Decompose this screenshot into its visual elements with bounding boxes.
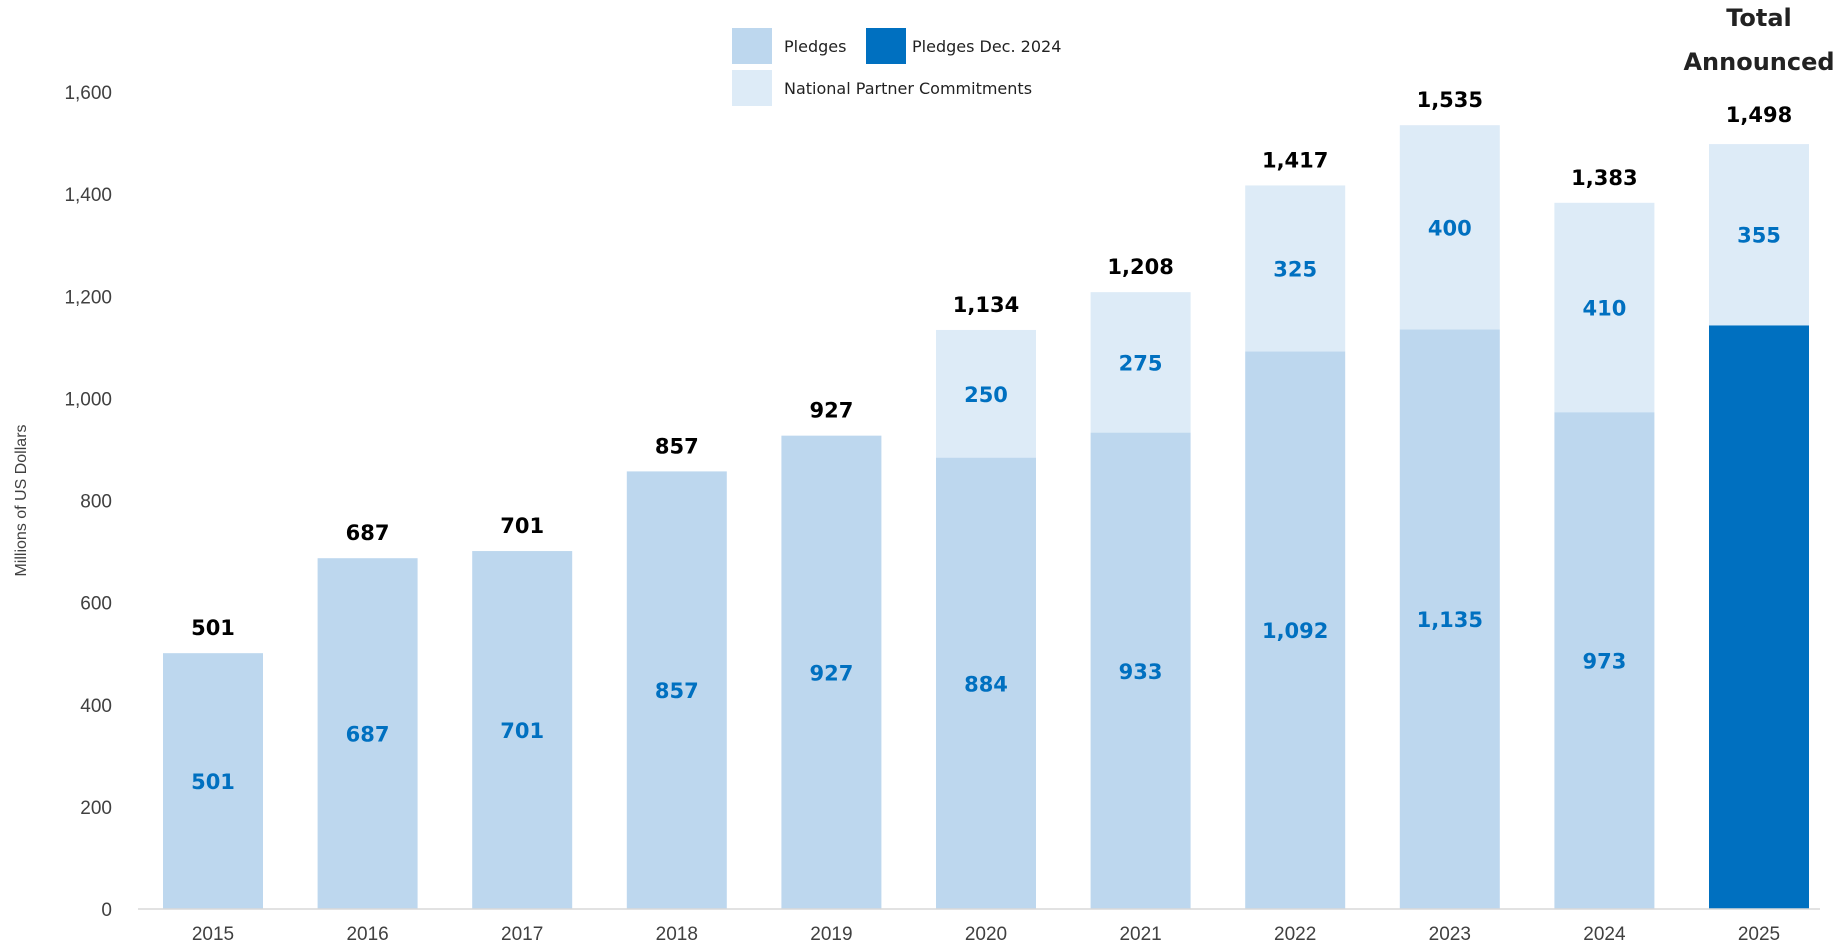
bars-group xyxy=(163,125,1809,910)
legend-label-pledges: Pledges xyxy=(784,37,846,56)
legend-swatch-pledges xyxy=(732,28,772,64)
segment-label-top: 250 xyxy=(964,383,1008,407)
bar-national-partner-commitments xyxy=(936,329,1036,458)
bar-pledges xyxy=(472,551,573,909)
segment-label-base: 884 xyxy=(964,672,1008,696)
y-tick-label: 1,000 xyxy=(64,389,112,410)
y-tick-label: 0 xyxy=(101,900,112,921)
segment-label-top: 400 xyxy=(1428,216,1472,240)
x-tick-label: 2023 xyxy=(1429,924,1471,944)
legend-label-pledges-dec-2024: Pledges Dec. 2024 xyxy=(912,37,1061,56)
bar-pledges xyxy=(936,457,1036,909)
total-label: 1,417 xyxy=(1262,148,1328,172)
legend-swatch-national-partner-commitments xyxy=(732,70,772,106)
bar-pledges xyxy=(317,558,418,909)
segment-label-base: 973 xyxy=(1582,650,1626,674)
x-tick-label: 2018 xyxy=(656,924,698,944)
bar-pledges xyxy=(626,471,727,909)
total-label: 927 xyxy=(809,399,853,423)
bar-pledges xyxy=(1554,412,1655,909)
y-tick-label: 400 xyxy=(80,696,112,717)
y-tick-label: 200 xyxy=(80,798,112,819)
y-tick-label: 1,600 xyxy=(64,83,112,104)
bar-national-partner-commitments xyxy=(1090,292,1191,433)
y-axis: 0 200 400 600 800 1,000 1,200 1,400 1,600 Million… xyxy=(13,83,112,921)
bar-pledges-dec-2024 xyxy=(1709,325,1809,910)
bar-pledges xyxy=(1399,329,1500,909)
total-label: 1,383 xyxy=(1571,166,1637,190)
y-axis-title: Millions of US Dollars xyxy=(13,424,30,576)
x-tick-label: 2022 xyxy=(1274,924,1316,944)
bar-national-partner-commitments xyxy=(1709,144,1809,326)
total-label: 1,134 xyxy=(953,293,1019,317)
x-axis: 2015 2016 2017 2018 2019 2020 2021 2022 2023 2024… xyxy=(138,908,1820,944)
y-tick-label: 600 xyxy=(80,594,112,615)
y-tick-label: 1,400 xyxy=(64,185,112,206)
segment-label-top: 325 xyxy=(1273,257,1317,281)
legend-label-national-partner-commitments: National Partner Commitments xyxy=(784,79,1032,98)
segment-label-base: 701 xyxy=(500,719,544,743)
bar-pledges xyxy=(1245,351,1346,910)
segment-label-base: 501 xyxy=(191,770,235,794)
segment-label-base: 857 xyxy=(655,679,699,703)
segment-label-base: 1,092 xyxy=(1262,619,1328,643)
total-label: 857 xyxy=(655,434,699,458)
x-tick-label: 2019 xyxy=(810,924,852,944)
bar-pledges xyxy=(781,435,882,909)
x-tick-label: 2021 xyxy=(1119,924,1161,944)
segment-label-top: 275 xyxy=(1119,351,1163,375)
total-label: 1,535 xyxy=(1417,88,1483,112)
legend-swatch-pledges-dec-2024 xyxy=(866,28,906,64)
x-tick-label: 2016 xyxy=(346,924,388,944)
bar-pledges xyxy=(1090,432,1191,909)
x-tick-label: 2025 xyxy=(1738,924,1780,944)
segment-label-base: 933 xyxy=(1119,660,1163,684)
x-tick-label: 2024 xyxy=(1583,924,1626,944)
segment-label-base: 1,143 xyxy=(1726,606,1792,630)
bar-pledges xyxy=(163,653,263,909)
total-label: 1,498 xyxy=(1726,103,1792,127)
highlight-annotation: Total Announced xyxy=(1683,4,1834,76)
data-labels-group: 501 501 687 687 701 701 857 857 927 927 884 250 1,13… xyxy=(191,88,1792,794)
segment-label-top: 410 xyxy=(1582,296,1626,320)
bar-national-partner-commitments xyxy=(1245,185,1346,352)
total-label: 501 xyxy=(191,616,235,640)
legend: Pledges Pledges Dec. 2024 National Partner… xyxy=(732,28,1061,106)
y-tick-label: 800 xyxy=(80,492,112,513)
bar-national-partner-commitments xyxy=(1554,202,1655,413)
x-tick-label: 2015 xyxy=(192,924,234,944)
total-label: 701 xyxy=(500,514,544,538)
total-label: 1,208 xyxy=(1107,255,1173,279)
annotation-line-announced: Announced xyxy=(1683,48,1834,76)
y-tick-label: 1,200 xyxy=(64,287,112,308)
segment-label-base: 1,135 xyxy=(1417,608,1483,632)
segment-label-top: 355 xyxy=(1737,224,1781,248)
segment-label-base: 927 xyxy=(809,661,853,685)
x-tick-label: 2020 xyxy=(965,924,1007,944)
segment-label-base: 687 xyxy=(346,723,390,747)
total-label: 687 xyxy=(346,521,390,545)
x-tick-label: 2017 xyxy=(501,924,543,944)
annotation-line-total: Total xyxy=(1726,4,1792,32)
bar-national-partner-commitments xyxy=(1399,125,1500,330)
